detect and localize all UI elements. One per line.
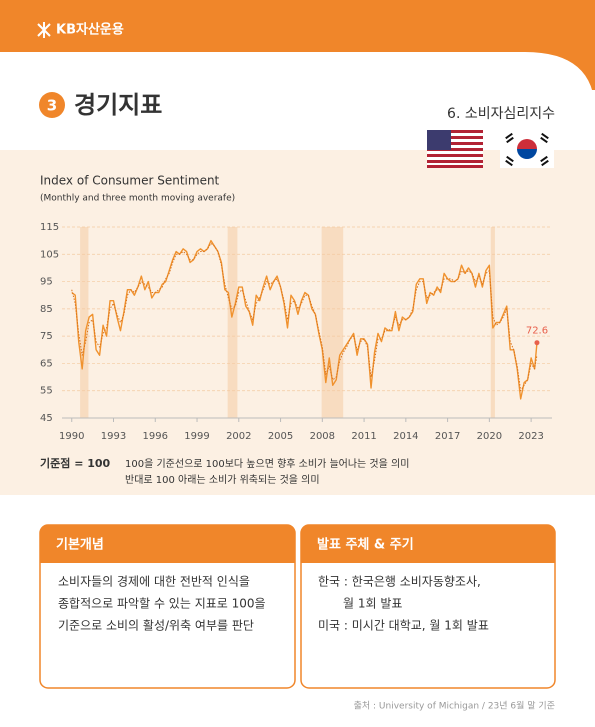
end-marker bbox=[534, 340, 540, 346]
x-tick-label: 1996 bbox=[143, 431, 168, 442]
x-tick-label: 1990 bbox=[59, 431, 84, 442]
x-tick-label: 2023 bbox=[518, 431, 543, 442]
y-tick-label: 45 bbox=[40, 413, 53, 424]
plot: 45 55 65 75 85 95 105 115 1990 1993 1996 1999 2002 20… bbox=[40, 222, 552, 442]
x-tick-label: 2017 bbox=[435, 431, 460, 442]
y-tick-label: 95 bbox=[40, 277, 53, 288]
box-line: 미국 : 미시간 대학교, 월 1회 발표 bbox=[318, 619, 489, 633]
box-title: 발표 주체 & 주기 bbox=[317, 537, 414, 553]
us-flag bbox=[427, 130, 483, 168]
shaded-period bbox=[321, 227, 344, 418]
note-line: 반대로 100 아래는 소비가 위축되는 것을 의미 bbox=[125, 473, 320, 486]
x-tick-label: 2005 bbox=[268, 431, 293, 442]
y-tick-label: 85 bbox=[40, 304, 53, 315]
section-subtitle: 6. 소비자심리지수 bbox=[447, 106, 555, 122]
brand: KB자산운용 bbox=[56, 22, 124, 38]
info-box: 발표 주체 & 주기 한국 : 한국은행 소비자동향조사, 월 1회 발표 미국… bbox=[300, 524, 556, 689]
box-line: 한국 : 한국은행 소비자동향조사, bbox=[318, 574, 481, 589]
box-line: 월 1회 발표 bbox=[343, 597, 402, 611]
x-tick-label: 2008 bbox=[310, 431, 335, 442]
x-tick-label: 2002 bbox=[226, 431, 251, 442]
source: 출처 : University of Michigan / 23년 6월 말 기… bbox=[354, 700, 555, 712]
box-line: 종합적으로 파악할 수 있는 지표로 100을 bbox=[58, 597, 266, 611]
box-title: 기본개념 bbox=[56, 537, 104, 553]
x-tick-label: 1999 bbox=[184, 431, 209, 442]
y-tick-label: 105 bbox=[40, 249, 59, 260]
note-label: 기준점 = 100 bbox=[40, 456, 111, 470]
shaded-period bbox=[227, 227, 238, 418]
section-badge bbox=[39, 92, 65, 118]
x-tick-label: 2020 bbox=[477, 431, 502, 442]
series-line bbox=[71, 239, 538, 400]
x-tick-label: 2011 bbox=[351, 431, 376, 442]
chart-subtitle: (Monthly and three month moving averafe) bbox=[40, 194, 235, 204]
y-tick-label: 115 bbox=[40, 222, 59, 233]
y-tick-label: 75 bbox=[40, 331, 53, 342]
box-line: 소비자들의 경제에 대한 전반적 인식을 bbox=[58, 575, 250, 589]
chart-title: Index of Consumer Sentiment bbox=[40, 174, 220, 188]
logo-mark bbox=[37, 22, 51, 38]
x-tick-label: 2014 bbox=[393, 431, 418, 442]
box-line: 기준으로 소비의 활성/위축 여부를 판단 bbox=[58, 619, 254, 633]
x-tick-label: 1993 bbox=[101, 431, 126, 442]
shaded-period bbox=[80, 227, 89, 418]
section-number: 3 bbox=[47, 97, 57, 115]
end-label: 72.6 bbox=[526, 326, 548, 337]
note-line: 100을 기준선으로 100보다 높으면 향후 소비가 늘어나는 것을 의미 bbox=[125, 458, 409, 470]
section-title: 경기지표 bbox=[74, 91, 162, 119]
info-box: 기본개념 소비자들의 경제에 대한 전반적 인식을 종합적으로 파악할 수 있는… bbox=[39, 524, 296, 689]
korea-flag bbox=[500, 130, 554, 168]
y-tick-label: 65 bbox=[40, 358, 53, 369]
y-tick-label: 55 bbox=[40, 386, 53, 397]
